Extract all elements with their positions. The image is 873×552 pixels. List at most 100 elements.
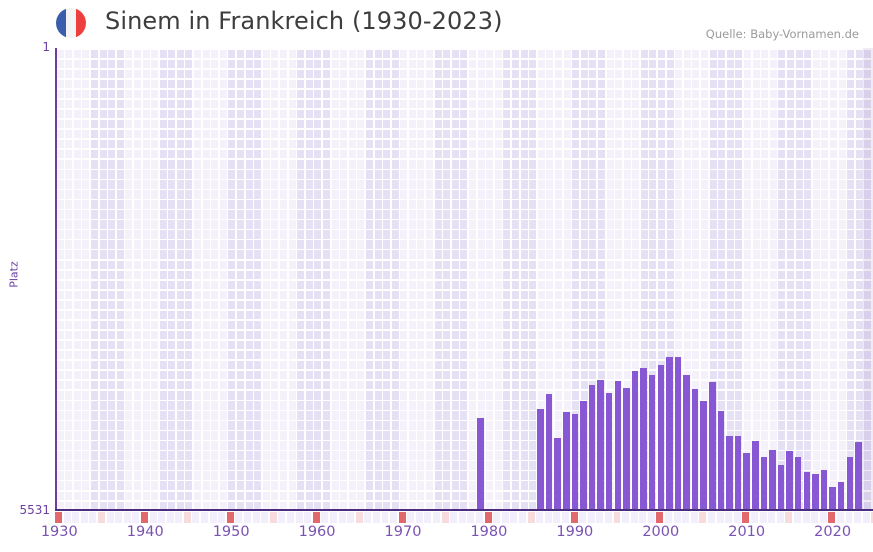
x-tick-cell	[89, 512, 97, 523]
grid-line-horizontal	[55, 208, 873, 211]
bar	[709, 382, 716, 510]
grid-line-horizontal	[55, 279, 873, 281]
x-tick-cell	[304, 512, 312, 523]
x-tick-cell	[115, 512, 123, 523]
x-tick-decade	[398, 512, 406, 523]
x-tick-cell	[80, 512, 88, 523]
x-tick-cell	[158, 512, 166, 523]
grid-line-horizontal	[55, 369, 873, 371]
x-axis-tick-label: 1990	[556, 524, 594, 540]
grid-line-horizontal	[55, 359, 873, 361]
bar	[580, 401, 587, 510]
x-tick-decade	[312, 512, 320, 523]
grid-line-horizontal	[55, 329, 873, 331]
x-tick-cell	[647, 512, 655, 523]
x-axis-tick-label: 2020	[814, 524, 852, 540]
grid-line-horizontal	[55, 459, 873, 462]
x-tick-cell	[596, 512, 604, 523]
x-tick-half-decade	[613, 512, 621, 523]
bar	[760, 457, 768, 510]
x-tick-half-decade	[441, 512, 449, 523]
x-axis-tick-label: 2010	[728, 524, 766, 540]
bar	[623, 387, 630, 510]
x-tick-cell	[132, 512, 140, 523]
x-tick-cell	[604, 512, 612, 523]
grid-line-horizontal	[55, 489, 873, 492]
grid-line-horizontal	[55, 178, 873, 181]
grid-line-horizontal	[55, 409, 873, 412]
bar	[734, 436, 742, 510]
x-tick-half-decade	[699, 512, 707, 523]
x-tick-cell	[536, 512, 544, 523]
x-tick-cell	[407, 512, 415, 523]
x-tick-cell	[708, 512, 715, 523]
x-tick-cell	[244, 512, 252, 523]
x-tick-cell	[381, 512, 389, 523]
x-tick-cell	[295, 512, 303, 523]
x-tick-decade	[140, 512, 148, 523]
x-tick-cell	[811, 512, 819, 523]
bar	[537, 408, 544, 510]
grid-line-horizontal	[55, 48, 873, 50]
x-axis-labels: 1930 1940 1950 1960 1970 1980 1990 2000 2010 2020	[0, 524, 873, 548]
grid-line-horizontal	[55, 258, 873, 261]
grid-line-horizontal	[55, 268, 873, 271]
bar	[846, 457, 854, 510]
bar	[700, 401, 707, 510]
grid-line-horizontal	[55, 118, 873, 120]
grid-line-horizontal	[55, 108, 873, 110]
x-tick-cell	[261, 512, 269, 523]
x-tick-cell	[759, 512, 767, 523]
grid-line-horizontal	[55, 289, 873, 291]
future-shaded-region	[862, 48, 873, 510]
x-tick-decade	[484, 512, 492, 523]
x-tick-half-decade	[183, 512, 191, 523]
source-attribution: Quelle: Baby-Vornamen.de	[705, 27, 859, 41]
grid-line-horizontal	[55, 479, 873, 482]
grid-line-horizontal	[55, 238, 873, 241]
x-tick-cell	[665, 512, 673, 523]
bar	[683, 375, 690, 510]
x-tick-cell	[845, 512, 853, 523]
bar	[588, 385, 596, 510]
bar	[812, 474, 819, 510]
x-axis-tick-label: 1940	[126, 524, 164, 540]
y-axis-bottom-label: 5531	[19, 503, 50, 517]
x-tick-cell	[630, 512, 638, 523]
bar	[614, 381, 622, 510]
x-tick-cell	[716, 512, 724, 523]
grid-line-horizontal	[55, 128, 873, 130]
x-axis-tick-label: 1960	[298, 524, 336, 540]
plot-area	[55, 48, 873, 510]
x-tick-cell	[278, 512, 286, 523]
x-tick-cell	[192, 512, 200, 523]
grid-line-horizontal	[55, 299, 873, 301]
x-tick-cell	[862, 512, 870, 523]
x-tick-cell	[106, 512, 114, 523]
chart-header: Sinem in Frankreich (1930-2023) Quelle: …	[0, 0, 873, 48]
bar	[726, 435, 733, 510]
x-tick-half-decade	[527, 512, 535, 523]
x-tick-cell	[347, 512, 355, 523]
x-tick-cell	[561, 512, 569, 523]
bar	[640, 367, 647, 510]
x-tick-cell	[252, 512, 260, 523]
x-tick-cell	[776, 512, 784, 523]
grid-line-horizontal	[55, 429, 873, 432]
x-axis-tick-label: 1970	[384, 524, 422, 540]
x-axis-tick-label: 1980	[470, 524, 508, 540]
france-flag-circle-icon	[56, 8, 86, 38]
x-tick-cell	[286, 512, 294, 523]
x-tick-cell	[501, 512, 509, 523]
grid-line-horizontal	[55, 228, 873, 231]
bar	[777, 464, 785, 510]
x-tick-cell	[364, 512, 372, 523]
x-axis-line	[55, 509, 873, 512]
x-tick-cell	[750, 512, 758, 523]
page-title: Sinem in Frankreich (1930-2023)	[105, 7, 503, 35]
grid-line-horizontal	[55, 339, 873, 341]
bar	[562, 412, 570, 510]
x-tick-cell	[321, 512, 329, 523]
grid-line-horizontal	[55, 88, 873, 90]
x-tick-cell	[201, 512, 209, 523]
